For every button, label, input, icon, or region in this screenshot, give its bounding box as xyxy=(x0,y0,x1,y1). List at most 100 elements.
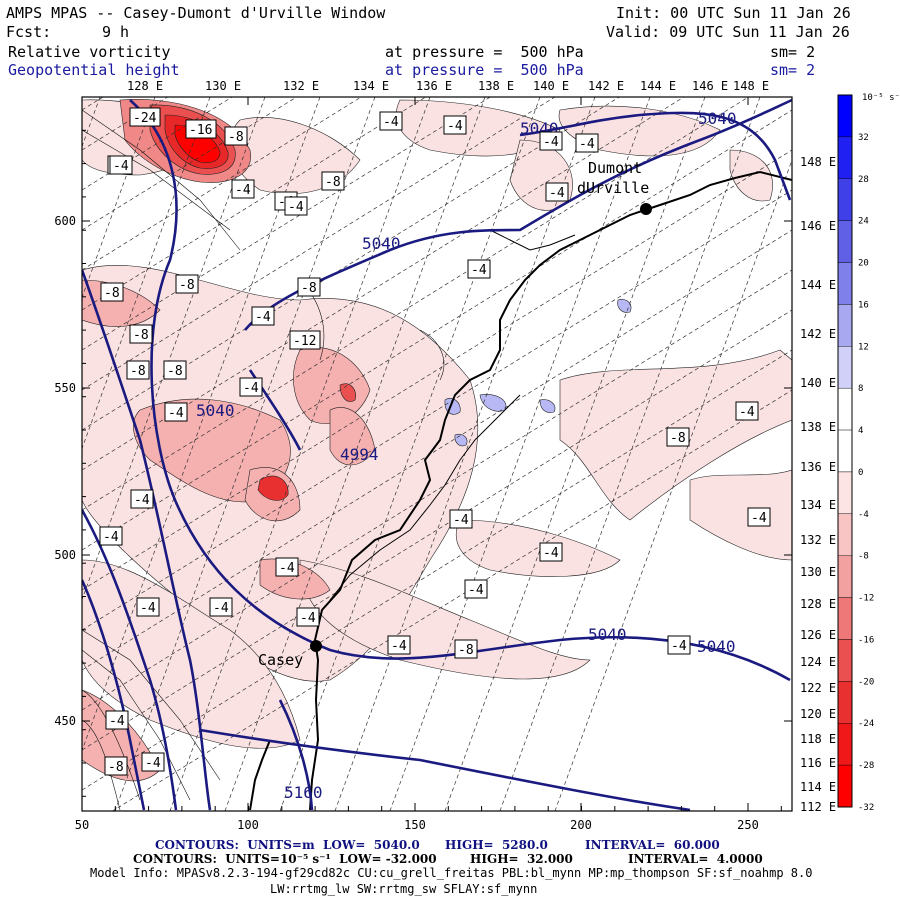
height-contour-label: 5040 xyxy=(588,625,627,644)
vorticity-label-box xyxy=(104,756,128,776)
vorticity-contour-label: -4 xyxy=(468,583,484,598)
vorticity-label-box xyxy=(454,639,478,659)
colorbar-swatch xyxy=(837,681,853,724)
vorticity-label-box xyxy=(296,607,320,627)
plot-title: AMPS MPAS -- Casey-Dumont d'Urville Wind… xyxy=(6,4,386,22)
vorticity-contour-label: -8 xyxy=(458,643,474,658)
vorticity-contour-label: -4 xyxy=(300,611,316,626)
right-longitude-label: 138 E xyxy=(800,420,836,434)
vorticity-label-box xyxy=(575,133,599,153)
vorticity-contour-high: HIGH= 32.000 xyxy=(470,852,573,866)
graticule xyxy=(82,97,792,811)
vorticity-label-box xyxy=(379,111,403,131)
vorticity-label-box xyxy=(99,526,123,546)
vorticity-label-box xyxy=(129,324,153,344)
model-info-physics: LW:rrtmg_lw SW:rrtmg_sw SFLAY:sf_mynn xyxy=(270,882,538,896)
colorbar-swatch xyxy=(837,387,853,431)
vorticity-contour-label: -4 xyxy=(255,310,271,325)
vorticity-label-box xyxy=(735,401,759,421)
colorbar-label: -4 xyxy=(858,510,869,520)
vorticity-label-box xyxy=(164,402,188,422)
vorticity-label-box xyxy=(126,360,150,380)
y-tick-label: 600 xyxy=(54,214,76,228)
vorticity-label-box xyxy=(231,179,255,199)
vorticity-contour-label: -4 xyxy=(383,115,399,130)
vorticity-contour-label: -4 xyxy=(751,511,767,526)
colorbar-label: 24 xyxy=(858,217,869,227)
vorticity-contour-label: -16 xyxy=(189,123,212,138)
vorticity-contour-label: -4 xyxy=(288,200,304,215)
vorticity-label-box xyxy=(666,427,690,447)
y-tick-label: 500 xyxy=(54,548,76,562)
vorticity-contour-label: -4 xyxy=(447,119,463,134)
vorticity-contour-label: -4 xyxy=(243,381,259,396)
vorticity-contour-label: -4 xyxy=(140,601,156,616)
y-tick-label: 550 xyxy=(54,381,76,395)
vorticity-label-box xyxy=(130,489,154,509)
colorbar-swatch xyxy=(837,262,853,305)
vorticity-label-box xyxy=(321,171,345,191)
height-contour-info: CONTOURS: UNITS=m LOW= 5040.0 xyxy=(155,838,420,852)
right-longitude-label: 148 E xyxy=(800,155,836,169)
height-contour-label: 5040 xyxy=(697,637,736,656)
forecast-hour: 9 h xyxy=(102,23,130,41)
colorbar-label: 28 xyxy=(858,175,869,185)
colorbar-label: 12 xyxy=(858,342,869,352)
dumont-durville-station-marker xyxy=(640,203,652,215)
vorticity-contour-label: -8 xyxy=(167,364,183,379)
vorticity-contour-label: -4 xyxy=(471,263,487,278)
right-longitude-label: 118 E xyxy=(800,732,836,746)
colorbar-swatch xyxy=(837,639,853,682)
height-contour-label: 5160 xyxy=(284,783,323,802)
vorticity-label-box xyxy=(284,196,308,216)
vorticity-label-box xyxy=(467,259,491,279)
y-tick-label: 450 xyxy=(54,714,76,728)
colorbar-swatch xyxy=(837,94,853,138)
colorbar-swatch xyxy=(837,346,853,389)
vorticity-contour-label: -4 xyxy=(168,406,184,421)
station-label-dumont: Dumont xyxy=(588,159,642,177)
plot-frame xyxy=(81,96,793,812)
colorbar-label: 16 xyxy=(858,300,869,310)
height-contour-label: 5040 xyxy=(196,401,235,420)
top-longitude-label: 130 E xyxy=(205,79,241,93)
field2-level: at pressure = 500 hPa xyxy=(385,61,584,79)
right-longitude-label: 146 E xyxy=(800,219,836,233)
forecast-label: Fcst: xyxy=(6,23,52,41)
vorticity-label-box xyxy=(539,131,563,151)
colorbar-swatch xyxy=(837,513,853,556)
vorticity-label-box xyxy=(109,155,133,175)
vorticity-contour-label: -24 xyxy=(133,111,157,126)
colorbar-swatch xyxy=(837,220,853,263)
colorbar-label: 32 xyxy=(858,133,869,143)
vorticity-contour-label: -4 xyxy=(213,601,229,616)
field2-name: Geopotential height xyxy=(8,61,180,79)
vorticity-label-box xyxy=(289,330,321,350)
top-longitude-label: 142 E xyxy=(588,79,624,93)
vorticity-label-box xyxy=(175,274,199,294)
top-longitude-label: 146 E xyxy=(692,79,728,93)
vorticity-label-box xyxy=(136,597,160,617)
colorbar-label: -8 xyxy=(858,552,869,562)
vorticity-contour-label: -4 xyxy=(103,530,119,545)
top-longitude-label: 134 E xyxy=(353,79,389,93)
vorticity-label-box xyxy=(100,282,124,302)
field1-smoothing: sm= 2 xyxy=(770,43,816,61)
valid-time: Valid: 09 UTC Sun 11 Jan 26 xyxy=(606,23,850,41)
station-label-casey: Casey xyxy=(258,651,303,669)
colorbar-label: -16 xyxy=(858,635,874,645)
vorticity-contour-label: -12 xyxy=(293,334,316,349)
vorticity-contour-label: -4 xyxy=(739,405,755,420)
coastline-secondary xyxy=(329,229,576,601)
vorticity-contour-label: -4 xyxy=(671,639,687,654)
vorticity-contour-label: -8 xyxy=(130,364,146,379)
top-longitude-label: 132 E xyxy=(283,79,319,93)
vorticity-contour-label: -4 xyxy=(109,714,125,729)
vorticity-contour-label: -4 xyxy=(453,513,469,528)
vorticity-contour-label: -8 xyxy=(104,286,120,301)
vorticity-contour-info: CONTOURS: UNITS=10⁻⁵ s⁻¹ LOW= -32.000 xyxy=(133,852,437,866)
vorticity-label-box xyxy=(129,107,161,127)
right-longitude-label: 142 E xyxy=(800,327,836,341)
vorticity-contour-label: -4 xyxy=(543,546,559,561)
